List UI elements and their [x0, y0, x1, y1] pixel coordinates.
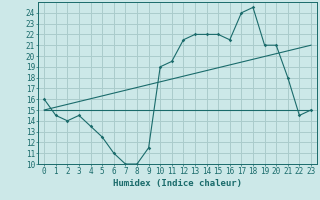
X-axis label: Humidex (Indice chaleur): Humidex (Indice chaleur): [113, 179, 242, 188]
